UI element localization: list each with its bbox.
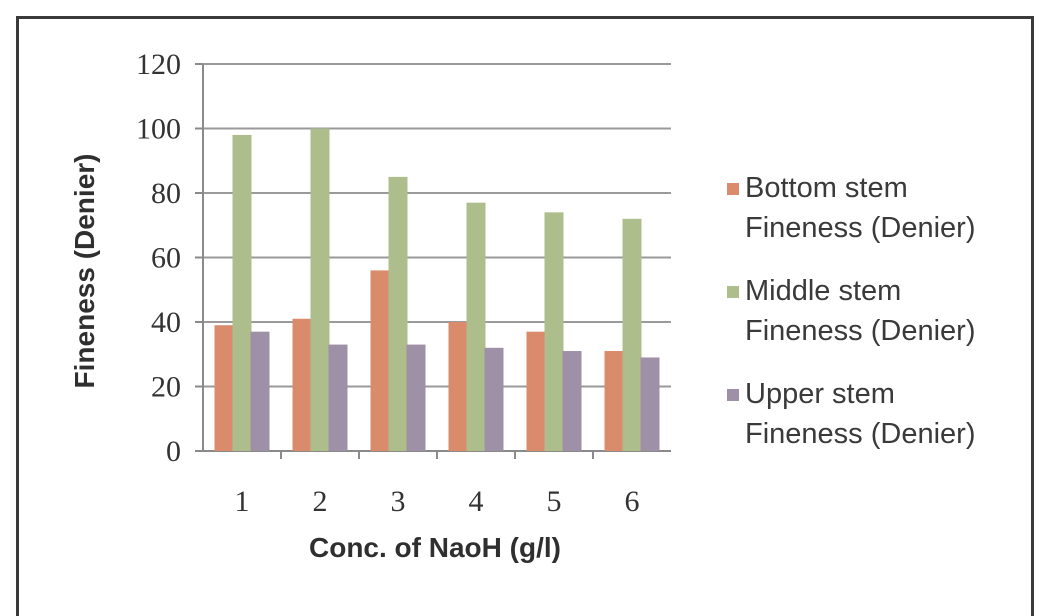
x-axis-title: Conc. of NaoH (g/l) [309,532,561,563]
chart-frame: 0 20 40 60 80 100 120 1 2 3 4 5 6 Fineness (Denier)… [16,16,1034,616]
x-tick-label: 4 [469,485,484,518]
bar-series-3-cat-5 [562,351,582,451]
x-tick-label: 1 [235,485,250,518]
legend-label-line1: Upper stem [745,378,895,410]
bar-series-3-cat-4 [484,347,504,451]
bars [214,128,660,451]
legend-swatch [727,286,739,298]
bar-series-2-cat-3 [388,176,408,451]
legend-swatch [727,389,739,401]
bar-series-1-cat-5 [526,331,546,451]
legend-item-1: Bottom stem Fineness (Denier) [727,172,975,244]
bar-series-1-cat-4 [448,322,468,451]
y-tick-label: 120 [136,48,181,81]
legend-label-line2: Fineness (Denier) [745,212,975,244]
bar-series-2-cat-4 [466,202,486,451]
legend-label-line1: Bottom stem [745,172,908,204]
bar-series-1-cat-1 [214,325,234,451]
axes [195,63,671,459]
bar-series-1-cat-3 [370,270,390,451]
bar-chart: 0 20 40 60 80 100 120 1 2 3 4 5 6 Fineness (Denier)… [69,48,975,563]
y-axis-title: Fineness (Denier) [69,154,100,389]
y-tick-label: 40 [151,306,181,339]
legend-swatch [727,183,739,195]
bar-series-2-cat-2 [310,128,330,451]
x-tick-label: 5 [547,485,562,518]
x-tick-label: 2 [313,485,328,518]
gridlines [203,63,671,388]
y-tick-label: 20 [151,371,181,404]
x-tick-label: 6 [625,485,640,518]
y-tick-label: 0 [166,435,181,468]
legend-item-3: Upper stem Fineness (Denier) [727,378,975,450]
bar-series-3-cat-3 [406,344,426,451]
bar-series-3-cat-6 [640,357,660,451]
bar-series-2-cat-5 [544,212,564,451]
bar-series-1-cat-2 [292,318,312,451]
bar-series-3-cat-1 [250,331,270,451]
legend-label-line2: Fineness (Denier) [745,418,975,450]
x-axis-ticks: 1 2 3 4 5 6 [235,485,640,518]
bar-series-1-cat-6 [604,351,624,451]
x-tick-label: 3 [391,485,406,518]
y-tick-label: 80 [151,177,181,210]
bar-series-3-cat-2 [328,344,348,451]
legend: Bottom stem Fineness (Denier) Middle stem F… [727,172,975,450]
y-axis-ticks: 0 20 40 60 80 100 120 [136,48,181,468]
bar-series-2-cat-6 [622,218,642,451]
legend-item-2: Middle stem Fineness (Denier) [727,275,975,347]
y-tick-label: 60 [151,242,181,275]
bar-series-2-cat-1 [232,134,252,451]
legend-label-line1: Middle stem [745,275,901,307]
legend-label-line2: Fineness (Denier) [745,315,975,347]
y-tick-label: 100 [136,113,181,146]
